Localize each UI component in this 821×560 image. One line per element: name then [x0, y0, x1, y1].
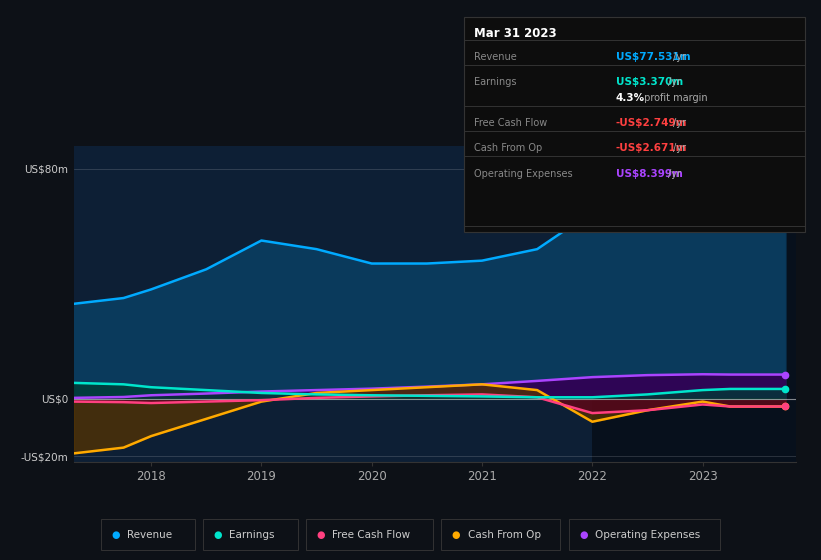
Text: ●: ●: [111, 530, 120, 540]
Text: -US$2.749m: -US$2.749m: [616, 118, 687, 128]
Text: /yr: /yr: [673, 52, 686, 62]
Text: US$3.370m: US$3.370m: [616, 77, 683, 87]
Text: US$77.531m: US$77.531m: [616, 52, 690, 62]
Text: /yr: /yr: [673, 118, 686, 128]
Text: Earnings: Earnings: [230, 530, 275, 540]
Text: /yr: /yr: [668, 169, 681, 179]
Text: Free Cash Flow: Free Cash Flow: [474, 118, 547, 128]
Text: US$8.399m: US$8.399m: [616, 169, 682, 179]
Text: Revenue: Revenue: [126, 530, 172, 540]
Text: /yr: /yr: [673, 143, 686, 153]
Bar: [592, 146, 796, 462]
Text: ●: ●: [579, 530, 588, 540]
Text: Free Cash Flow: Free Cash Flow: [333, 530, 410, 540]
Text: profit margin: profit margin: [641, 93, 708, 103]
Text: -US$2.671m: -US$2.671m: [616, 143, 687, 153]
Text: ●: ●: [213, 530, 222, 540]
Text: 4.3%: 4.3%: [616, 93, 644, 103]
Text: Operating Expenses: Operating Expenses: [595, 530, 700, 540]
Text: Cash From Op: Cash From Op: [468, 530, 540, 540]
Text: Revenue: Revenue: [474, 52, 516, 62]
Text: ●: ●: [452, 530, 461, 540]
Text: ●: ●: [316, 530, 325, 540]
Text: Operating Expenses: Operating Expenses: [474, 169, 572, 179]
Text: Cash From Op: Cash From Op: [474, 143, 542, 153]
Text: /yr: /yr: [668, 77, 681, 87]
Text: Earnings: Earnings: [474, 77, 516, 87]
Text: Mar 31 2023: Mar 31 2023: [474, 27, 557, 40]
